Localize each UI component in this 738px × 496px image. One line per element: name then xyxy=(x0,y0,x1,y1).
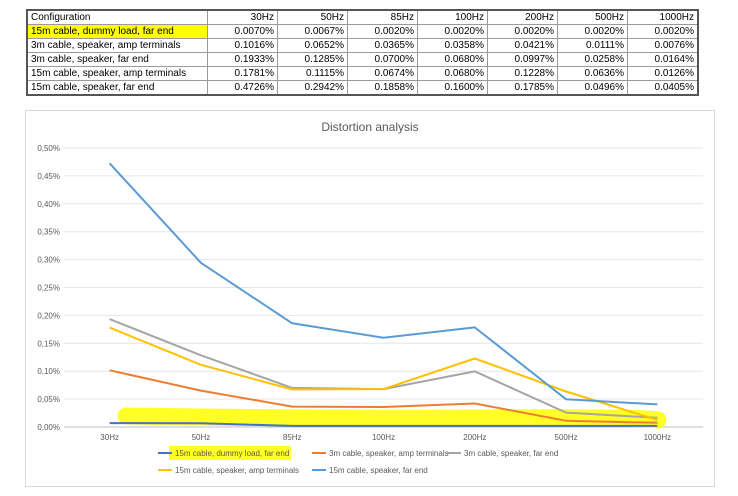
y-tick-label: 0,05% xyxy=(37,395,60,404)
table-cell: 0.0358% xyxy=(417,38,488,53)
row-label: 15m cable, speaker, far end xyxy=(26,80,208,96)
row-label: 15m cable, speaker, amp terminals xyxy=(26,66,208,81)
column-header: 30Hz xyxy=(207,9,278,25)
table-cell: 0.0020% xyxy=(347,24,418,39)
table-cell: 0.1781% xyxy=(207,66,278,81)
table-header-row: Configuration 30Hz 50Hz 85Hz 100Hz 200Hz… xyxy=(26,9,699,25)
legend-label: 15m cable, dummy load, far end xyxy=(175,449,289,458)
table-row: 3m cable, speaker, far end 0.1933% 0.1285%… xyxy=(26,52,699,67)
table-row: 15m cable, dummy load, far end 0.0070% 0.0… xyxy=(26,24,699,39)
column-header: 500Hz xyxy=(557,9,628,25)
table-cell: 0.1016% xyxy=(207,38,278,53)
table-cell: 0.0020% xyxy=(627,24,699,39)
table-cell: 0.4726% xyxy=(207,80,278,96)
line-chart: Distortion analysis 0,00% 0,05% 0,10% 0,15% 0… xyxy=(37,120,703,475)
chart-container: Distortion analysis 0,00% 0,05% 0,10% 0,15% 0… xyxy=(25,110,715,487)
table-cell: 0.0680% xyxy=(417,66,488,81)
series-line xyxy=(109,422,658,427)
series-line xyxy=(109,369,658,424)
table-cell: 0.0067% xyxy=(277,24,348,39)
series-line xyxy=(109,318,658,419)
row-label: 3m cable, speaker, amp terminals xyxy=(26,38,208,53)
column-header: 85Hz xyxy=(347,9,418,25)
table-row: 15m cable, speaker, far end 0.4726% 0.2942… xyxy=(26,80,699,96)
table-cell: 0.0070% xyxy=(207,24,278,39)
table-cell: 0.0365% xyxy=(347,38,418,53)
y-tick-label: 0,30% xyxy=(37,256,60,265)
table-cell: 0.1600% xyxy=(417,80,488,96)
series-line xyxy=(109,326,658,421)
row-label: 3m cable, speaker, far end xyxy=(26,52,208,67)
legend-label: 3m cable, speaker, far end xyxy=(464,449,558,458)
chart-title: Distortion analysis xyxy=(321,120,418,134)
table-cell: 0.0680% xyxy=(417,52,488,67)
x-tick-label: 30Hz xyxy=(100,433,119,442)
y-tick-label: 0,40% xyxy=(37,200,60,209)
legend-label: 15m cable, speaker, far end xyxy=(329,466,428,475)
table-cell: 0.0405% xyxy=(627,80,699,96)
table-cell: 0.1933% xyxy=(207,52,278,67)
y-tick-label: 0,35% xyxy=(37,228,60,237)
column-header: 200Hz xyxy=(487,9,558,25)
y-tick-label: 0,45% xyxy=(37,172,60,181)
table-cell: 0.0126% xyxy=(627,66,699,81)
column-header: 1000Hz xyxy=(627,9,699,25)
table-cell: 0.0496% xyxy=(557,80,628,96)
table-cell: 0.1785% xyxy=(487,80,558,96)
series-line xyxy=(108,162,658,406)
highlighter-mark xyxy=(117,407,667,429)
table-cell: 0.0421% xyxy=(487,38,558,53)
table-row: 15m cable, speaker, amp terminals 0.1781%… xyxy=(26,66,699,81)
table-cell: 0.0020% xyxy=(557,24,628,39)
table-cell: 0.1285% xyxy=(277,52,348,67)
table-cell: 0.0636% xyxy=(557,66,628,81)
table-cell: 0.1115% xyxy=(277,66,348,81)
x-tick-label: 500Hz xyxy=(555,433,578,442)
table-cell: 0.0652% xyxy=(277,38,348,53)
data-table: Configuration 30Hz 50Hz 85Hz 100Hz 200Hz… xyxy=(26,9,699,96)
table-cell: 0.0076% xyxy=(627,38,699,53)
x-tick-label: 1000Hz xyxy=(644,433,672,442)
table-cell: 0.0700% xyxy=(347,52,418,67)
table-cell: 0.0258% xyxy=(557,52,628,67)
x-tick-label: 85Hz xyxy=(283,433,302,442)
table-cell: 0.0997% xyxy=(487,52,558,67)
column-header: 50Hz xyxy=(277,9,348,25)
table-cell: 0.0020% xyxy=(487,24,558,39)
x-tick-label: 100Hz xyxy=(372,433,395,442)
y-tick-label: 0,20% xyxy=(37,311,60,320)
legend-label: 3m cable, speaker, amp terminals xyxy=(329,449,449,458)
table-cell: 0.1228% xyxy=(487,66,558,81)
x-tick-label: 50Hz xyxy=(192,433,211,442)
table-cell: 0.1858% xyxy=(347,80,418,96)
column-header: 100Hz xyxy=(417,9,488,25)
row-label: 15m cable, dummy load, far end xyxy=(26,24,208,39)
column-header: Configuration xyxy=(26,9,208,25)
table-cell: 0.0111% xyxy=(557,38,628,53)
y-tick-label: 0,50% xyxy=(37,144,60,153)
legend-label: 15m cable, speaker, amp terminals xyxy=(175,466,299,475)
legend-highlight xyxy=(169,446,291,460)
table-cell: 0.0674% xyxy=(347,66,418,81)
y-tick-label: 0,00% xyxy=(37,423,60,432)
y-tick-label: 0,15% xyxy=(37,339,60,348)
table-cell: 0.2942% xyxy=(277,80,348,96)
table-cell: 0.0020% xyxy=(417,24,488,39)
x-tick-label: 200Hz xyxy=(463,433,486,442)
y-tick-label: 0,25% xyxy=(37,284,60,293)
table-row: 3m cable, speaker, amp terminals 0.1016% 0… xyxy=(26,38,699,53)
y-tick-label: 0,10% xyxy=(37,367,60,376)
table-cell: 0.0164% xyxy=(627,52,699,67)
